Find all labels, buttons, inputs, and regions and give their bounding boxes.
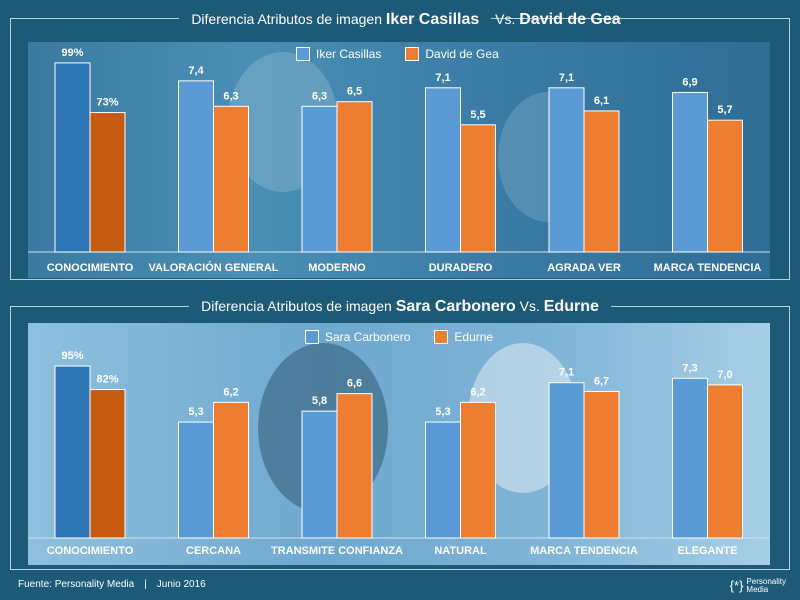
data-label: 5,8 xyxy=(312,395,327,407)
data-label: 6,9 xyxy=(682,76,697,88)
legend-item: Sara Carbonero xyxy=(305,330,410,344)
legend-swatch xyxy=(405,47,420,61)
legend-item: David de Gea xyxy=(405,47,499,61)
panel-1-title-b: David de Gea xyxy=(519,11,621,28)
panel-2-bar-chart: 95% 82% CONOCIMIENTO 5,3 6,2 CERCANA 5,8 6,6 TRA… xyxy=(28,350,770,557)
bar-series-a xyxy=(548,382,585,539)
footer: Fuente: Personality Media | Junio 2016 xyxy=(18,579,206,590)
data-label: 7,1 xyxy=(559,367,574,379)
panel-2-title-a: Sara Carbonero xyxy=(395,298,516,315)
footer-date: Junio 2016 xyxy=(156,579,206,590)
data-label: 95% xyxy=(61,350,83,362)
data-label: 6,2 xyxy=(223,386,238,398)
data-label: 82% xyxy=(96,374,118,386)
bar-series-b xyxy=(460,401,496,539)
bar-series-b xyxy=(336,101,373,253)
footer-separator: | xyxy=(144,579,147,590)
data-label: 7,3 xyxy=(682,362,697,374)
legend-swatch xyxy=(434,330,449,344)
data-label: 5,7 xyxy=(717,104,732,116)
category-label: AGRADA VER xyxy=(547,262,621,274)
data-label: 5,3 xyxy=(435,406,450,418)
bar-series-b xyxy=(707,119,743,253)
bar-series-b xyxy=(583,390,620,539)
category-label: NATURAL xyxy=(434,545,487,557)
data-label: 99% xyxy=(61,47,83,59)
data-label: 5,3 xyxy=(188,406,203,418)
legend-swatch xyxy=(305,330,319,344)
personality-media-logo: {*} Personality Media xyxy=(730,578,786,594)
panel-1-bar-chart: 99% 73% CONOCIMIENTO 7,4 6,3 VALORACIÓN GENER… xyxy=(28,47,770,274)
bar-series-a xyxy=(672,91,708,253)
data-label: 6,3 xyxy=(312,90,327,102)
panel-1-title-a: Iker Casillas xyxy=(385,11,480,28)
data-label: 7,1 xyxy=(559,72,574,84)
data-label: 73% xyxy=(96,97,118,109)
category-label: CONOCIMIENTO xyxy=(47,545,134,557)
bar-series-b xyxy=(583,110,620,253)
category-label: CERCANA xyxy=(186,545,241,557)
panel-1-legend: Iker Casillas David de Gea xyxy=(296,47,517,61)
legend-label: Edurne xyxy=(454,330,494,344)
legend-label: David de Gea xyxy=(425,47,499,61)
data-label: 6,3 xyxy=(223,90,238,102)
logo-line-1: Personality xyxy=(746,577,786,586)
data-label: 5,5 xyxy=(470,109,485,121)
bar-series-a xyxy=(178,80,214,253)
bar-series-a xyxy=(301,410,338,539)
legend-label: Sara Carbonero xyxy=(325,330,411,344)
panel-2-title: Diferencia Atributos de imagen Sara Carb… xyxy=(0,297,800,316)
footer-source: Fuente: Personality Media xyxy=(18,579,135,590)
bar-series-a xyxy=(178,421,214,539)
bar-series-b xyxy=(213,105,249,253)
bar-series-a xyxy=(425,87,461,253)
bar-series-a xyxy=(548,87,585,253)
legend-swatch xyxy=(296,47,310,61)
bar-series-b xyxy=(460,124,496,253)
logo-mark-icon: {*} xyxy=(729,578,744,593)
data-label: 6,6 xyxy=(347,378,362,390)
data-label: 7,4 xyxy=(188,65,204,77)
bar-series-a xyxy=(672,377,708,539)
data-label: 6,7 xyxy=(594,375,609,387)
category-label: VALORACIÓN GENERAL xyxy=(149,261,279,274)
bar-series-a xyxy=(301,105,338,253)
bar-series-b xyxy=(336,393,373,539)
logo-line-2: Media xyxy=(746,585,769,594)
panel-2-title-prefix: Diferencia Atributos de imagen xyxy=(201,298,392,314)
category-label: TRANSMITE CONFIANZA xyxy=(271,545,403,557)
category-label: CONOCIMIENTO xyxy=(47,262,134,274)
bar-series-b xyxy=(707,384,743,539)
panel-1-title-prefix: Diferencia Atributos de imagen xyxy=(191,11,382,27)
data-label: 6,1 xyxy=(594,95,609,107)
category-label: MODERNO xyxy=(308,262,366,274)
legend-item: Edurne xyxy=(434,330,493,344)
bar-series-a xyxy=(54,365,91,539)
legend-item: Iker Casillas xyxy=(296,47,381,61)
legend-label: Iker Casillas xyxy=(316,47,382,61)
panel-2-title-b: Edurne xyxy=(543,298,599,315)
panel-1-title: Diferencia Atributos de imagen Iker Casi… xyxy=(0,10,800,29)
panel-1-title-vs: Vs. xyxy=(495,11,516,27)
category-label: DURADERO xyxy=(429,262,493,274)
panel-2-legend: Sara Carbonero Edurne xyxy=(305,330,511,344)
data-label: 7,1 xyxy=(435,72,450,84)
panel-2-title-vs: Vs. xyxy=(519,298,540,314)
category-label: MARCA TENDENCIA xyxy=(530,545,638,557)
bar-series-b xyxy=(213,401,249,539)
bar-series-b xyxy=(89,112,126,253)
category-label: MARCA TENDENCIA xyxy=(654,262,762,274)
data-label: 7,0 xyxy=(717,369,732,381)
bar-series-a xyxy=(425,421,461,539)
bar-series-b xyxy=(89,389,126,539)
category-label: ELEGANTE xyxy=(678,545,738,557)
data-label: 6,5 xyxy=(347,86,362,98)
bar-series-a xyxy=(54,62,91,253)
data-label: 6,2 xyxy=(470,386,485,398)
